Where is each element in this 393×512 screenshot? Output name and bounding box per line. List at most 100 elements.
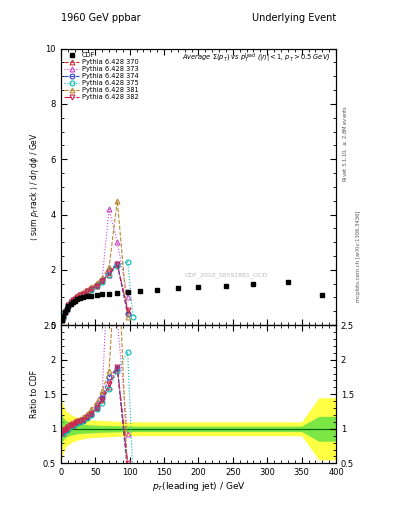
CDF (155, 287, 160, 293)
CDF (94, 292, 99, 298)
Line: Pythia 6.428 381: Pythia 6.428 381 (59, 198, 130, 323)
Pythia 6.428 374 (107, 267, 112, 273)
Text: 1960 GeV ppbar: 1960 GeV ppbar (61, 13, 141, 23)
Pythia 6.428 370 (89, 286, 94, 292)
Pythia 6.428 370 (64, 306, 69, 312)
Pythia 6.428 382 (94, 283, 99, 289)
Pythia 6.428 382 (85, 288, 90, 294)
Pythia 6.428 370 (75, 293, 80, 300)
Pythia 6.428 370 (78, 292, 83, 298)
Pythia 6.428 382 (68, 300, 73, 306)
CDF (285, 279, 290, 285)
Pythia 6.428 373 (85, 288, 90, 294)
Pythia 6.428 374 (115, 261, 119, 267)
Pythia 6.428 373 (78, 292, 83, 298)
Line: CDF: CDF (59, 280, 325, 323)
Pythia 6.428 374 (64, 306, 69, 312)
Pythia 6.428 374 (125, 311, 130, 317)
CDF (78, 295, 83, 301)
Pythia 6.428 382 (63, 309, 68, 315)
Pythia 6.428 382 (75, 293, 80, 300)
Pythia 6.428 373 (115, 239, 119, 245)
Pythia 6.428 382 (100, 278, 105, 284)
Y-axis label: Ratio to CDF: Ratio to CDF (30, 370, 39, 418)
Pythia 6.428 375 (63, 309, 68, 315)
Pythia 6.428 374 (70, 297, 75, 303)
Pythia 6.428 381 (94, 280, 99, 286)
Pythia 6.428 374 (78, 292, 83, 298)
Pythia 6.428 375 (125, 259, 130, 265)
Pythia 6.428 374 (63, 309, 68, 315)
CDF (107, 290, 112, 296)
Pythia 6.428 370 (94, 283, 99, 289)
Pythia 6.428 382 (115, 261, 119, 267)
Line: Pythia 6.428 375: Pythia 6.428 375 (59, 259, 136, 323)
Pythia 6.428 374 (72, 295, 77, 302)
Pythia 6.428 381 (89, 284, 94, 290)
Pythia 6.428 382 (125, 307, 130, 313)
Pythia 6.428 370 (115, 261, 119, 267)
CDF (320, 292, 325, 298)
CDF (115, 290, 119, 296)
Pythia 6.428 373 (60, 317, 64, 324)
Pythia 6.428 374 (61, 313, 66, 319)
Pythia 6.428 381 (70, 296, 75, 303)
Pythia 6.428 375 (75, 294, 80, 300)
CDF (175, 285, 180, 291)
Pythia 6.428 382 (81, 290, 85, 296)
Pythia 6.428 370 (72, 295, 77, 302)
CDF (64, 306, 69, 312)
Pythia 6.428 370 (60, 317, 64, 324)
Pythia 6.428 375 (72, 296, 77, 302)
Pythia 6.428 375 (85, 289, 90, 295)
Pythia 6.428 370 (61, 314, 66, 320)
Line: Pythia 6.428 382: Pythia 6.428 382 (59, 261, 130, 323)
Pythia 6.428 375 (61, 314, 66, 320)
Pythia 6.428 382 (61, 313, 66, 319)
Pythia 6.428 382 (66, 302, 71, 308)
Pythia 6.428 375 (78, 292, 83, 298)
Line: Pythia 6.428 370: Pythia 6.428 370 (59, 262, 130, 323)
Pythia 6.428 375 (60, 317, 64, 324)
Pythia 6.428 373 (81, 290, 85, 296)
Pythia 6.428 375 (131, 314, 136, 320)
Pythia 6.428 373 (94, 281, 99, 287)
Pythia 6.428 375 (70, 297, 75, 304)
CDF (125, 289, 130, 295)
Pythia 6.428 374 (89, 286, 94, 292)
CDF (70, 298, 75, 305)
Text: Rivet 3.1.10, $\geq$ 2.8M events: Rivet 3.1.10, $\geq$ 2.8M events (341, 105, 349, 182)
Pythia 6.428 381 (72, 295, 77, 301)
X-axis label: $p_T$(leading jet) / GeV: $p_T$(leading jet) / GeV (152, 480, 245, 493)
Pythia 6.428 370 (100, 279, 105, 285)
Pythia 6.428 370 (125, 308, 130, 314)
Line: Pythia 6.428 374: Pythia 6.428 374 (59, 262, 130, 323)
CDF (68, 301, 73, 307)
Pythia 6.428 375 (107, 272, 112, 279)
Pythia 6.428 370 (107, 272, 112, 278)
CDF (75, 296, 80, 302)
Pythia 6.428 375 (81, 291, 85, 297)
Pythia 6.428 382 (89, 286, 94, 292)
Pythia 6.428 381 (125, 314, 130, 321)
CDF (63, 309, 68, 315)
Pythia 6.428 370 (63, 309, 68, 315)
Pythia 6.428 375 (100, 279, 105, 285)
Pythia 6.428 381 (60, 317, 64, 323)
Pythia 6.428 381 (66, 302, 71, 308)
CDF (61, 313, 66, 319)
CDF (85, 293, 90, 300)
CDF (224, 283, 228, 289)
Pythia 6.428 370 (81, 290, 85, 296)
Pythia 6.428 374 (85, 288, 90, 294)
Pythia 6.428 375 (115, 263, 119, 269)
Pythia 6.428 381 (100, 274, 105, 281)
Text: Average $\Sigma(p_T)$ vs $p_T^{\rm lead}$ ($|\eta| < 1$, $p_T > 0.5$ GeV): Average $\Sigma(p_T)$ vs $p_T^{\rm lead}… (182, 51, 331, 65)
Pythia 6.428 382 (107, 270, 112, 276)
CDF (60, 317, 64, 323)
CDF (72, 297, 77, 304)
Pythia 6.428 382 (78, 292, 83, 298)
Pythia 6.428 373 (63, 309, 68, 315)
Line: Pythia 6.428 373: Pythia 6.428 373 (59, 206, 130, 323)
Pythia 6.428 374 (60, 317, 64, 324)
